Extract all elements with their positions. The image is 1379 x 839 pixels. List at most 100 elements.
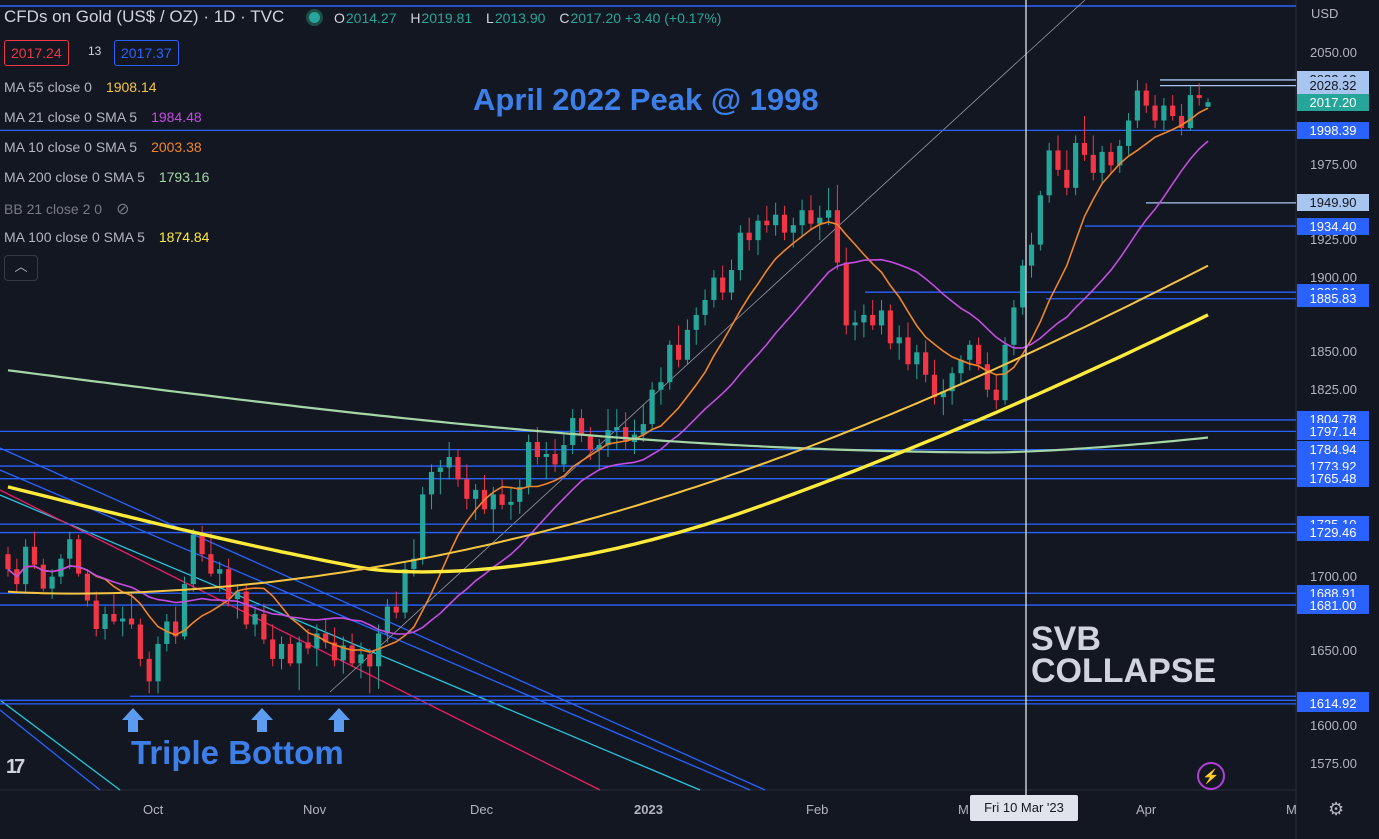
candle-body-14 xyxy=(128,618,135,625)
candle-body-44 xyxy=(393,606,399,613)
candle-body-50 xyxy=(446,456,452,468)
candle-body-84 xyxy=(746,232,752,241)
indicator-value: 2003.38 xyxy=(151,139,202,155)
candle-body-127 xyxy=(1125,120,1132,146)
candle-body-22 xyxy=(199,534,205,555)
candle-body-57 xyxy=(508,501,514,505)
price-label-7: 1885.83 xyxy=(1297,290,1369,308)
x-tick: M xyxy=(1286,802,1297,817)
price-label-14: 1729.46 xyxy=(1297,524,1369,542)
arrow-up-icon-0 xyxy=(122,708,144,732)
candle-body-35 xyxy=(314,633,320,649)
candle-body-27 xyxy=(243,591,249,625)
low-label: L xyxy=(486,10,494,26)
candle-body-116 xyxy=(1028,244,1035,266)
indicator-2[interactable]: MA 10 close 0 SMA 5 2003.38 xyxy=(4,139,202,155)
lightning-icon[interactable]: ⚡ xyxy=(1197,762,1225,790)
arrow-up-icon-1 xyxy=(251,708,273,732)
candle-body-0 xyxy=(5,554,11,570)
candle-body-19 xyxy=(173,621,179,637)
candle-body-3 xyxy=(31,546,38,565)
candle-body-133 xyxy=(1178,116,1185,128)
indicator-0[interactable]: MA 55 close 0 1908.14 xyxy=(4,79,157,95)
candle-body-9 xyxy=(84,573,91,601)
candle-body-18 xyxy=(164,621,170,644)
candle-body-43 xyxy=(384,606,391,634)
candle-body-86 xyxy=(764,220,770,226)
indicator-4[interactable]: BB 21 close 2 0 ⊘ xyxy=(4,199,129,219)
candle-body-102 xyxy=(905,337,911,365)
market-status-icon xyxy=(306,9,324,27)
candle-body-130 xyxy=(1152,105,1158,121)
candle-body-51 xyxy=(455,456,461,480)
candle-body-94 xyxy=(834,210,841,263)
symbol-title[interactable]: CFDs on Gold (US$ / OZ) · 1D · TVC xyxy=(4,7,337,27)
candle-body-59 xyxy=(525,442,532,487)
x-tick: Feb xyxy=(806,802,829,817)
candle-body-129 xyxy=(1143,90,1149,106)
candle-body-87 xyxy=(773,214,779,226)
candle-body-123 xyxy=(1090,154,1096,173)
indicator-3[interactable]: MA 200 close 0 SMA 5 1793.16 xyxy=(4,169,209,185)
price-label-9: 1797.14 xyxy=(1297,422,1369,440)
indicator-value: 1793.16 xyxy=(158,169,210,185)
candle-body-76 xyxy=(675,344,682,360)
candle-body-124 xyxy=(1099,151,1105,173)
candle-body-49 xyxy=(437,467,443,472)
candle-body-31 xyxy=(278,643,285,659)
crosshair-date-label: Fri 10 Mar '23 xyxy=(970,795,1078,821)
buy-button[interactable]: 2017.37 xyxy=(114,40,179,66)
trend-line-3 xyxy=(0,489,601,791)
trend-line-6 xyxy=(329,0,1086,693)
candle-body-15 xyxy=(137,624,143,659)
collapse-legend-button[interactable]: ︿ xyxy=(4,255,38,281)
tradingview-logo-icon[interactable]: 17 xyxy=(6,756,25,778)
sell-button[interactable]: 2017.24 xyxy=(4,40,69,66)
candle-body-113 xyxy=(1002,344,1008,401)
candle-body-45 xyxy=(402,569,408,613)
price-label-4: 1949.90 xyxy=(1297,194,1369,212)
candle-body-47 xyxy=(420,494,426,559)
currency-label[interactable]: USD xyxy=(1311,6,1339,21)
candle-body-73 xyxy=(649,389,655,425)
y-tick: 1575.00 xyxy=(1310,755,1357,771)
candle-body-108 xyxy=(958,359,964,374)
candle-body-104 xyxy=(923,352,929,375)
indicator-label: MA 200 close 0 SMA 5 xyxy=(4,169,145,185)
y-tick: 2050.00 xyxy=(1310,45,1357,61)
candle-body-83 xyxy=(737,232,743,271)
candle-body-13 xyxy=(120,618,126,622)
price-label-16: 1681.00 xyxy=(1297,596,1369,614)
april-peak-annotation: April 2022 Peak @ 1998 xyxy=(473,82,819,117)
indicator-label: MA 21 close 0 SMA 5 xyxy=(4,109,138,125)
candle-body-95 xyxy=(843,262,849,326)
candle-body-89 xyxy=(790,225,796,233)
candle-body-10 xyxy=(93,600,99,629)
candle-body-131 xyxy=(1161,105,1167,121)
indicator-label: MA 55 close 0 xyxy=(4,79,92,95)
candle-body-101 xyxy=(896,337,902,344)
candle-body-33 xyxy=(296,642,302,664)
candle-body-48 xyxy=(428,471,435,495)
candle-body-4 xyxy=(40,564,46,589)
candle-body-80 xyxy=(711,277,717,300)
indicator-label: MA 10 close 0 SMA 5 xyxy=(4,139,138,155)
low-value: 2013.90 xyxy=(494,10,546,26)
candle-body-90 xyxy=(799,210,805,226)
candle-body-63 xyxy=(561,445,567,465)
indicator-5[interactable]: MA 100 close 0 SMA 5 1874.84 xyxy=(4,229,209,245)
candle-body-132 xyxy=(1170,105,1176,117)
x-tick: Oct xyxy=(143,802,164,817)
indicator-label: BB 21 close 2 0 xyxy=(4,201,103,217)
candle-body-126 xyxy=(1117,145,1123,166)
symbol-title-text: CFDs on Gold (US$ / OZ) · 1D · TVC xyxy=(4,7,285,26)
candle-body-96 xyxy=(852,322,858,326)
candle-body-128 xyxy=(1134,90,1141,121)
candle-body-56 xyxy=(499,494,505,505)
indicator-1[interactable]: MA 21 close 0 SMA 5 1984.48 xyxy=(4,109,202,125)
trend-line-4 xyxy=(0,709,101,791)
candle-body-41 xyxy=(367,654,373,667)
gear-icon[interactable]: ⚙ xyxy=(1328,799,1345,819)
trend-line-2 xyxy=(0,494,701,791)
